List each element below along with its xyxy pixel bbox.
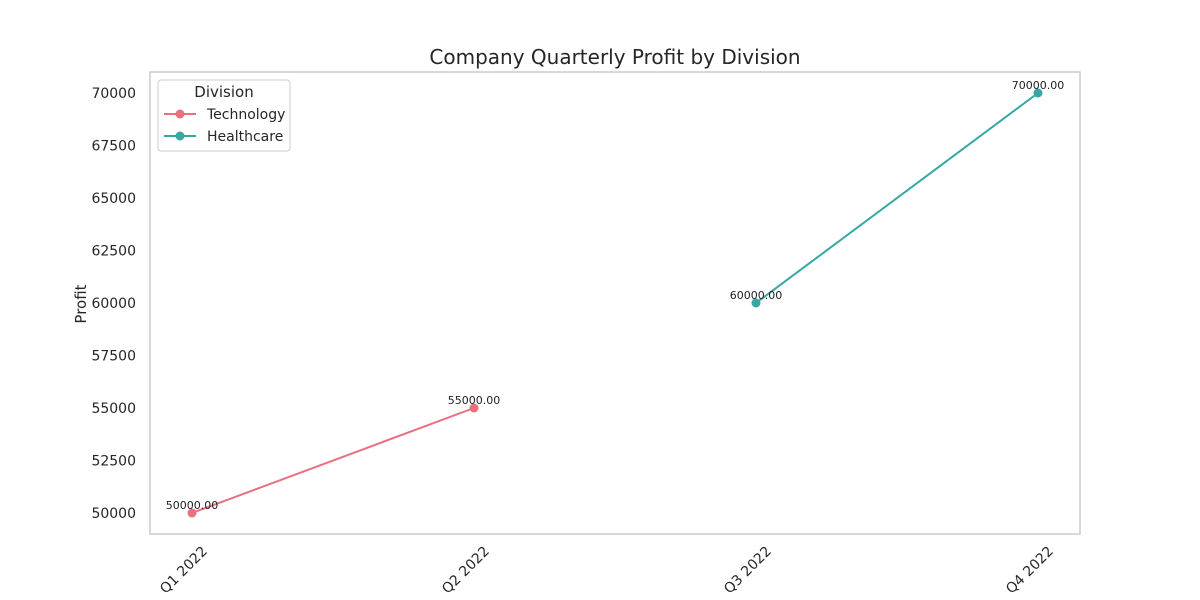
y-tick-label: 55000 <box>91 401 136 417</box>
series-layer: 50000.00 55000.00 60000.00 70000.00 <box>166 79 1065 518</box>
y-tick-label: 65000 <box>91 191 136 207</box>
y-tick-label: 62500 <box>91 244 136 260</box>
series-technology: 50000.00 55000.00 <box>166 394 501 518</box>
y-tick-label: 52500 <box>91 454 136 470</box>
legend-label: Technology <box>206 107 285 123</box>
y-axis-label: Profit <box>72 284 90 323</box>
x-axis-ticks: Q1 2022 Q2 2022 Q3 2022 Q4 2022 <box>157 544 1057 598</box>
y-tick-label: 67500 <box>91 139 136 155</box>
data-label: 55000.00 <box>448 394 501 407</box>
legend-marker <box>176 132 185 141</box>
y-tick-label: 60000 <box>91 296 136 312</box>
series-line <box>192 408 474 513</box>
y-tick-label: 70000 <box>91 86 136 102</box>
data-label: 60000.00 <box>730 289 783 302</box>
x-tick-label: Q2 2022 <box>439 544 493 598</box>
series-healthcare: 60000.00 70000.00 <box>730 79 1065 308</box>
x-tick-label: Q4 2022 <box>1003 544 1057 598</box>
legend-marker <box>176 110 185 119</box>
data-label: 70000.00 <box>1012 79 1065 92</box>
legend: Division Technology Healthcare <box>158 80 290 151</box>
x-tick-label: Q1 2022 <box>157 544 211 598</box>
y-axis-ticks: 50000 52500 55000 57500 60000 62500 65000 67500… <box>91 86 136 522</box>
y-tick-label: 50000 <box>91 506 136 522</box>
y-tick-label: 57500 <box>91 349 136 365</box>
x-tick-label: Q3 2022 <box>721 544 775 598</box>
legend-title: Division <box>194 83 253 101</box>
chart-title: Company Quarterly Profit by Division <box>429 45 800 69</box>
series-line <box>756 93 1038 303</box>
data-label: 50000.00 <box>166 499 219 512</box>
legend-label: Healthcare <box>207 129 283 145</box>
